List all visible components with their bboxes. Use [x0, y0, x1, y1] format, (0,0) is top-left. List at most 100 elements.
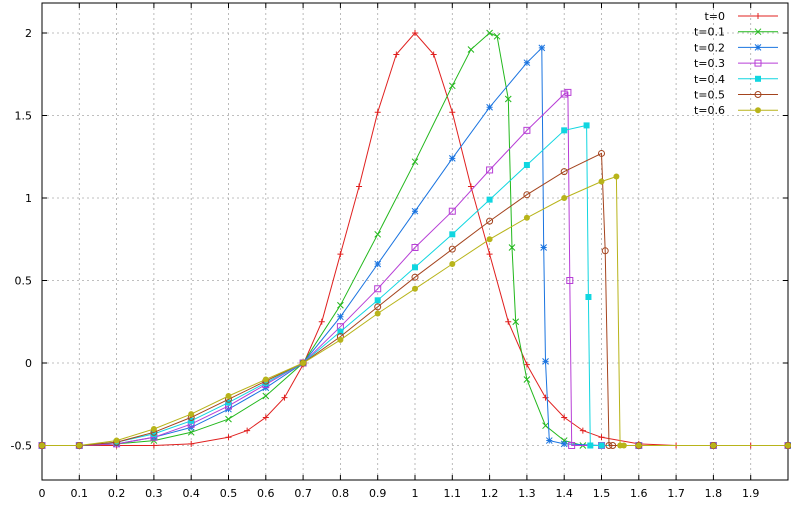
data-point: [39, 442, 45, 449]
data-point: [448, 82, 456, 90]
x-tick-label: 0.2: [108, 487, 126, 500]
x-tick-label: 0.4: [182, 487, 200, 500]
data-point: [486, 166, 494, 174]
data-point: [601, 247, 609, 255]
data-point: [605, 442, 613, 449]
x-tick-label: 0: [39, 487, 46, 500]
data-point: [598, 442, 605, 449]
legend-label: t=0.5: [694, 89, 725, 102]
data-point: [411, 244, 419, 251]
data-point: [568, 442, 576, 449]
data-point: [512, 318, 520, 326]
legend-label: t=0: [704, 10, 725, 23]
series-line: [42, 91, 788, 446]
data-point: [486, 103, 493, 111]
data-point: [448, 155, 456, 162]
y-axis: -0.5 0 0.5 1 1.5 2: [11, 27, 788, 453]
series-line: [42, 152, 788, 446]
data-point: [493, 32, 501, 40]
data-point: [467, 46, 475, 53]
data-point: [449, 261, 456, 267]
data-point: [542, 357, 549, 365]
x-tick-label: 1: [412, 487, 419, 500]
data-point: [225, 393, 232, 399]
legend-label: t=0.4: [694, 73, 725, 86]
data-point: [262, 414, 269, 421]
data-point: [412, 264, 418, 271]
data-point: [755, 107, 761, 114]
data-point: [504, 95, 512, 103]
x-tick-label: 1.4: [555, 487, 573, 500]
legend-label: t=0.2: [694, 41, 725, 54]
data-point: [281, 394, 288, 401]
data-point: [598, 434, 605, 441]
data-point: [486, 251, 493, 258]
x-axis: 0 0.1 0.2 0.3 0.4 0.5 0.6 0.7 0.8 0.9 1 1.1 1.2 1.3 1.…: [39, 3, 760, 500]
data-point: [561, 195, 568, 201]
legend: t=0 t=0.1 t=0.2 t=0.3 t=0.4 t=0.5 t=0.6: [694, 10, 778, 117]
data-point: [754, 44, 762, 51]
data-point: [374, 310, 381, 317]
data-point: [374, 285, 382, 293]
data-point: [523, 361, 530, 368]
data-point: [598, 149, 605, 157]
data-point: [449, 109, 456, 116]
data-point: [561, 414, 568, 421]
data-point: [754, 28, 762, 36]
data-point: [244, 427, 251, 434]
data-point: [540, 244, 548, 251]
x-tick-label: 0.8: [332, 487, 350, 500]
data-point: [300, 360, 307, 366]
x-tick-label: 1.9: [742, 487, 760, 500]
data-point: [587, 442, 594, 449]
data-point: [225, 415, 232, 423]
x-tick-label: 0.9: [369, 487, 387, 500]
x-tick-label: 1.6: [630, 487, 648, 500]
data-point: [188, 440, 195, 447]
data-point: [374, 260, 382, 268]
data-point: [613, 173, 620, 180]
data-point: [412, 285, 418, 292]
data-point: [411, 207, 419, 215]
data-point: [449, 231, 456, 238]
legend-label: t=0.3: [694, 57, 725, 70]
data-point: [188, 411, 195, 418]
data-point: [150, 442, 157, 449]
data-point: [187, 428, 195, 436]
data-point: [448, 245, 456, 253]
data-point: [374, 303, 382, 311]
data-point: [411, 158, 419, 166]
x-tick-label: 1.8: [705, 487, 723, 500]
data-point: [262, 376, 269, 383]
y-tick-label: -0.5: [11, 440, 32, 453]
data-point: [560, 168, 568, 176]
data-point: [561, 127, 568, 134]
y-tick-label: 1.5: [15, 110, 33, 123]
legend-item: t=0.5: [694, 89, 778, 102]
data-point: [262, 379, 269, 386]
x-tick-label: 1.2: [481, 487, 499, 500]
data-point: [374, 109, 381, 116]
data-point: [337, 313, 344, 321]
data-point: [486, 217, 494, 225]
series-t-0-6: [39, 173, 791, 449]
data-point: [609, 442, 617, 449]
legend-item: t=0.4: [694, 73, 778, 86]
legend-label: t=0.1: [694, 26, 725, 39]
data-point: [579, 427, 586, 434]
data-point: [583, 122, 590, 129]
data-point: [76, 442, 83, 449]
data-point: [523, 376, 531, 383]
data-point: [337, 336, 344, 343]
legend-item: t=0.1: [694, 26, 778, 39]
data-point: [755, 75, 761, 82]
data-point: [523, 162, 530, 168]
x-tick-label: 0.6: [257, 487, 275, 500]
data-point: [150, 426, 157, 432]
data-point: [337, 301, 344, 309]
legend-item: t=0: [704, 10, 778, 23]
x-tick-label: 0.3: [145, 487, 163, 500]
x-tick-label: 1.5: [593, 487, 611, 500]
legend-item: t=0.6: [694, 104, 778, 117]
data-point: [785, 442, 791, 449]
